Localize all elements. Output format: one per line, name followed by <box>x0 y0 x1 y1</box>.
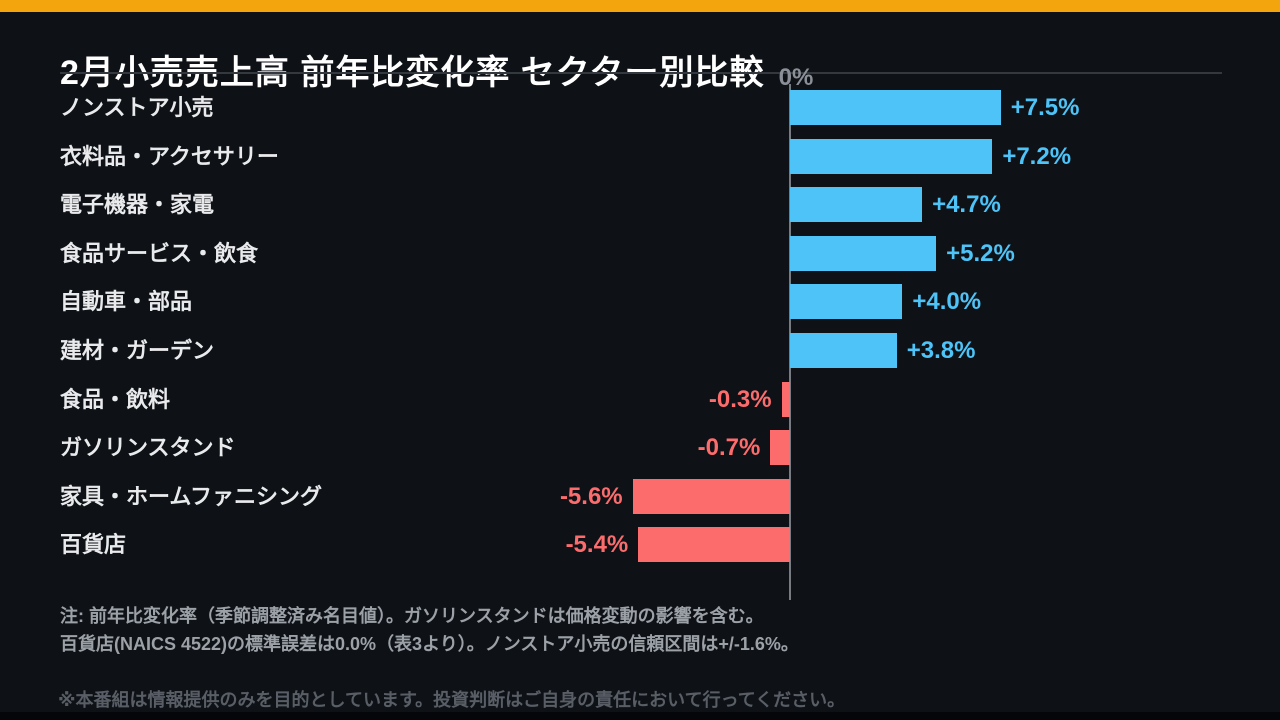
category-label: 食品・飲料 <box>60 386 171 412</box>
footnote-line-2: 百貨店(NAICS 4522)の標準誤差は0.0%（表3より）。ノンストア小売の… <box>60 634 799 654</box>
page-title: 2月小売売上高 前年比変化率 セクター別比較 <box>60 53 765 92</box>
title-divider <box>60 72 1222 74</box>
bar-positive <box>790 138 993 174</box>
category-label: 建材・ガーデン <box>60 338 215 363</box>
bar-positive <box>790 90 1001 125</box>
bar-chart: ノンストア小売 +7.5% 衣料品・アクセサリー +7.2% 電子機器・家電 +4.7% 食… <box>60 90 1222 600</box>
chart-row: ノンストア小売 +7.5% <box>60 90 1222 125</box>
category-label: 電子機器・家電 <box>60 192 215 218</box>
value-label: +4.7% <box>932 191 1001 219</box>
category-label: 自動車・部品 <box>60 289 193 315</box>
bar-negative <box>781 381 790 417</box>
chart-row: 建材・ガーデン +3.8% <box>60 333 1222 368</box>
bar-positive <box>790 187 923 223</box>
category-label: 家具・ホームファニシング <box>60 483 323 509</box>
category-label: ノンストア小売 <box>60 95 214 120</box>
bar-positive <box>790 235 937 271</box>
chart-row: 食品サービス・飲食 +5.2% <box>60 235 1222 271</box>
category-label: 衣料品・アクセサリー <box>60 143 279 169</box>
value-label: +4.0% <box>912 288 982 316</box>
chart-row: 自動車・部品 +4.0% <box>60 284 1222 320</box>
value-label: -0.3% <box>708 385 772 413</box>
value-label: -5.6% <box>559 482 623 510</box>
bar-positive <box>790 284 903 320</box>
value-label: +3.8% <box>906 337 976 364</box>
bar-negative <box>632 478 790 514</box>
value-label: -5.4% <box>565 531 629 559</box>
bar-negative <box>770 430 790 466</box>
category-label: 百貨店 <box>60 532 127 558</box>
bottom-edge-strip <box>0 712 1280 720</box>
brand-accent-bar <box>0 0 1280 12</box>
chart-row: 家具・ホームファニシング -5.6% <box>60 478 1222 514</box>
bar-negative <box>638 527 790 563</box>
chart-row: ガソリンスタンド -0.7% <box>60 430 1222 466</box>
bar-positive <box>790 333 897 368</box>
value-label: -0.7% <box>697 434 761 462</box>
chart-row: 百貨店 -5.4% <box>60 527 1222 563</box>
category-label: ガソリンスタンド <box>60 435 236 461</box>
value-label: +7.5% <box>1010 94 1080 121</box>
chart-footnotes: 注: 前年比変化率（季節調整済み名目値）。ガソリンスタンドは価格変動の影響を含む… <box>60 602 799 658</box>
value-label: +7.2% <box>1002 142 1072 170</box>
value-label: +5.2% <box>946 239 1015 267</box>
chart-row: 食品・飲料 -0.3% <box>60 381 1222 417</box>
disclaimer-text: ※本番組は情報提供のみを目的としています。投資判断はご自身の責任において行ってく… <box>58 690 846 710</box>
zero-axis-label: 0% <box>778 64 814 91</box>
chart-row: 電子機器・家電 +4.7% <box>60 187 1222 223</box>
category-label: 食品サービス・飲食 <box>60 240 259 266</box>
footnote-line-1: 注: 前年比変化率（季節調整済み名目値）。ガソリンスタンドは価格変動の影響を含む… <box>60 606 764 626</box>
chart-row: 衣料品・アクセサリー +7.2% <box>60 138 1222 174</box>
